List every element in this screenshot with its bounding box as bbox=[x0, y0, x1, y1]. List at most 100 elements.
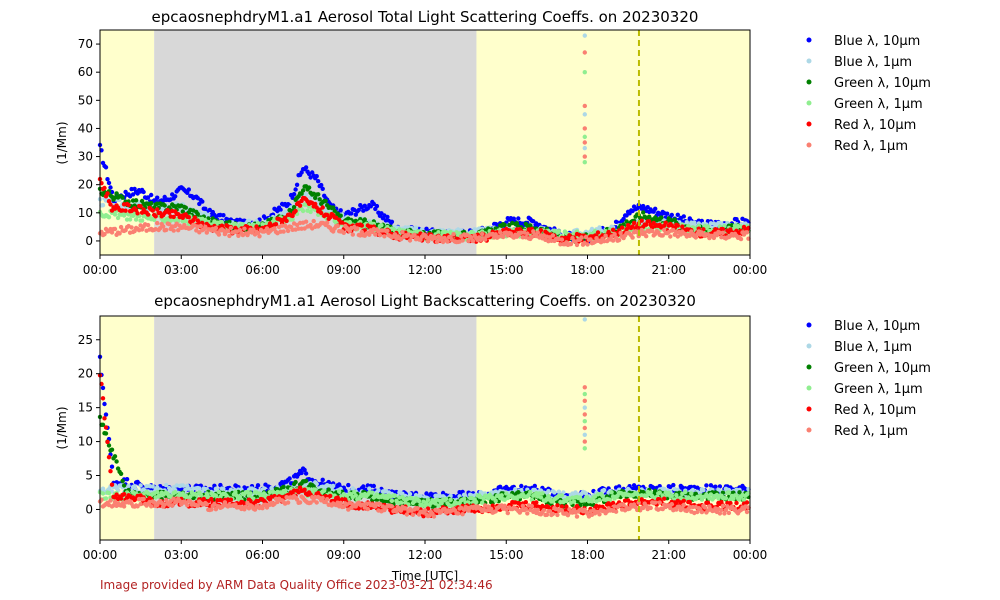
data-point bbox=[103, 496, 109, 501]
data-point bbox=[204, 491, 209, 496]
data-point bbox=[155, 489, 160, 495]
data-point bbox=[290, 213, 295, 219]
data-point bbox=[225, 228, 231, 234]
data-point bbox=[480, 500, 485, 505]
data-point bbox=[552, 490, 557, 495]
spike-point bbox=[582, 140, 587, 145]
data-point bbox=[313, 487, 318, 492]
data-point bbox=[690, 487, 695, 493]
data-point bbox=[338, 213, 343, 218]
data-point bbox=[603, 233, 608, 238]
data-point bbox=[108, 498, 113, 503]
data-point bbox=[314, 500, 319, 505]
data-point bbox=[152, 217, 157, 222]
data-point bbox=[595, 230, 601, 235]
data-point bbox=[341, 230, 346, 235]
data-point bbox=[546, 488, 551, 494]
data-point bbox=[585, 242, 590, 247]
data-point bbox=[559, 504, 565, 509]
scattering-chart-title: epcaosnephdryM1.a1 Aerosol Total Light S… bbox=[152, 8, 699, 26]
data-point bbox=[367, 486, 372, 491]
data-point bbox=[377, 232, 383, 238]
data-point bbox=[233, 489, 238, 495]
data-point bbox=[100, 396, 106, 401]
data-point bbox=[653, 206, 658, 211]
data-point bbox=[126, 202, 131, 208]
data-point bbox=[609, 234, 614, 239]
data-point bbox=[320, 186, 325, 191]
data-point bbox=[164, 227, 169, 233]
data-point bbox=[347, 219, 352, 225]
y-tick-label: 0 bbox=[85, 234, 93, 248]
data-point bbox=[546, 493, 551, 499]
data-point bbox=[303, 471, 309, 476]
data-point bbox=[106, 215, 112, 220]
data-point bbox=[713, 484, 718, 489]
data-point bbox=[320, 205, 325, 210]
data-point bbox=[317, 197, 322, 202]
data-point bbox=[714, 233, 720, 238]
x-tick-label: 09:00 bbox=[326, 263, 361, 277]
data-point bbox=[164, 482, 169, 488]
legend-marker bbox=[806, 100, 812, 106]
data-point bbox=[359, 229, 364, 235]
data-point bbox=[251, 227, 256, 232]
data-point bbox=[118, 496, 124, 501]
legend-label: Green λ, 10μm bbox=[834, 76, 931, 91]
data-point bbox=[138, 501, 143, 507]
data-point bbox=[325, 497, 330, 502]
data-point bbox=[514, 221, 519, 226]
y-tick-label: 50 bbox=[78, 93, 93, 107]
data-point bbox=[644, 234, 649, 239]
data-point bbox=[300, 188, 306, 193]
data-point bbox=[371, 201, 376, 207]
data-point bbox=[221, 486, 226, 492]
data-point bbox=[138, 204, 143, 209]
data-point bbox=[135, 211, 140, 216]
data-point bbox=[297, 500, 303, 505]
data-point bbox=[660, 233, 665, 238]
data-point bbox=[376, 488, 381, 493]
data-point bbox=[293, 208, 298, 214]
data-point bbox=[303, 219, 309, 224]
data-point bbox=[686, 223, 691, 229]
data-point bbox=[293, 479, 298, 485]
legend-marker bbox=[806, 37, 812, 43]
data-point bbox=[245, 500, 250, 506]
time-axis-label: Time [UTC] bbox=[391, 569, 458, 583]
series-green-1 bbox=[97, 486, 751, 509]
data-point bbox=[290, 217, 295, 222]
data-point bbox=[109, 230, 115, 235]
data-point bbox=[367, 232, 372, 237]
data-point bbox=[320, 477, 325, 482]
data-point bbox=[106, 180, 112, 186]
data-point bbox=[687, 499, 692, 505]
data-point bbox=[490, 503, 495, 508]
data-point bbox=[619, 225, 625, 230]
data-point bbox=[153, 214, 158, 219]
data-point bbox=[631, 220, 637, 226]
legend-label: Blue λ, 1μm bbox=[834, 55, 912, 70]
data-point bbox=[106, 455, 112, 460]
data-point bbox=[139, 218, 145, 223]
data-point bbox=[291, 205, 297, 210]
data-point bbox=[461, 496, 467, 501]
data-point bbox=[589, 499, 595, 504]
data-point bbox=[103, 425, 109, 430]
data-point bbox=[100, 422, 106, 427]
y-tick-label: 40 bbox=[78, 121, 93, 135]
data-point bbox=[180, 483, 185, 488]
data-point bbox=[109, 447, 115, 452]
spike-point bbox=[582, 103, 587, 109]
data-point bbox=[474, 499, 479, 505]
data-point bbox=[269, 485, 274, 491]
data-point bbox=[200, 199, 205, 204]
data-point bbox=[737, 490, 742, 495]
data-point bbox=[436, 503, 441, 508]
data-point bbox=[413, 225, 419, 230]
data-point bbox=[528, 489, 533, 495]
data-point bbox=[445, 239, 450, 244]
data-point bbox=[102, 401, 107, 407]
data-point bbox=[328, 493, 333, 499]
